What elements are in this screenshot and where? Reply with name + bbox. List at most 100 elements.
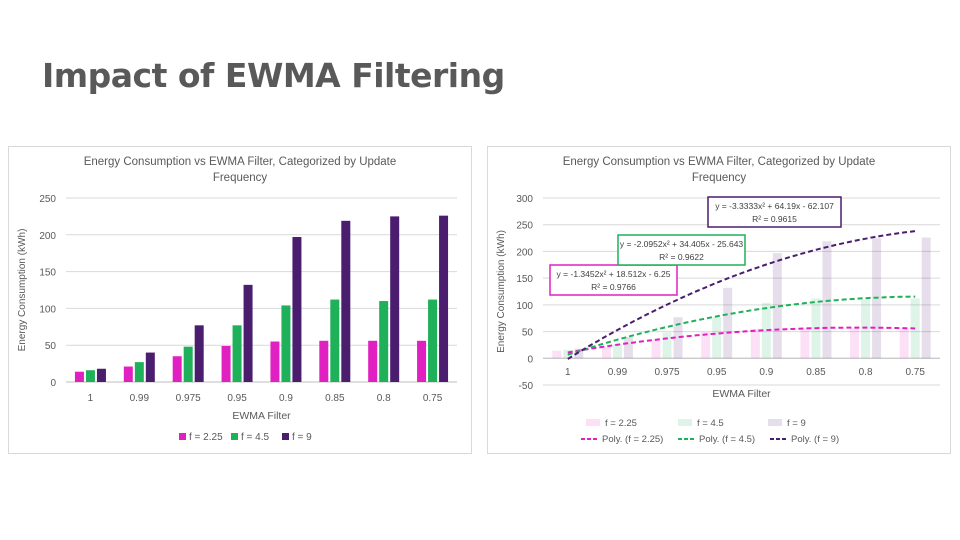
bar-f-2-25 — [368, 340, 378, 382]
x-axis-title: EWMA Filter — [712, 388, 771, 400]
y-tick-label: 0 — [50, 378, 56, 389]
trendline-r2: R² = 0.9615 — [752, 214, 797, 224]
legend-label: Poly. (f = 4.5) — [699, 434, 755, 445]
chart-title: Energy Consumption vs EWMA Filter, Categ… — [563, 156, 876, 168]
y-tick-label: 50 — [45, 341, 57, 352]
bar-f-9 — [921, 237, 931, 359]
y-tick-label: 100 — [39, 304, 56, 315]
y-axis-title: Energy Consumption (kWh) — [17, 229, 28, 352]
legend-swatch — [586, 419, 600, 426]
legend-swatch — [231, 433, 238, 440]
bar-chart-panel: Energy Consumption vs EWMA Filter, Categ… — [8, 146, 472, 454]
x-tick-label: 0.8 — [377, 393, 391, 404]
equation-box — [549, 264, 678, 296]
bar-f-9 — [723, 287, 733, 359]
bar-f-9 — [194, 325, 204, 382]
bar-f-2-25 — [221, 345, 231, 382]
bar-f-9 — [341, 220, 351, 382]
x-tick-label: 0.95 — [707, 367, 727, 378]
y-tick-label: 250 — [39, 194, 56, 205]
legend-label: f = 2.25 — [605, 418, 637, 429]
bar-f-2-25 — [800, 328, 810, 359]
chart-title: Energy Consumption vs EWMA Filter, Categ… — [84, 156, 397, 168]
y-tick-label: 200 — [516, 247, 533, 258]
bar-f-4-5 — [183, 346, 193, 382]
bar-f-2-25 — [123, 366, 133, 382]
y-tick-label: 50 — [522, 328, 534, 339]
bar-f-2-25 — [850, 328, 860, 359]
bar-f-2-25 — [270, 341, 280, 382]
x-tick-label: 0.9 — [759, 367, 773, 378]
bar-f-4-5 — [861, 299, 871, 359]
bar-f-2-25 — [319, 340, 329, 382]
legend-label: f = 4.5 — [697, 418, 724, 429]
y-tick-label: 150 — [516, 274, 533, 285]
trendline-r2: R² = 0.9766 — [591, 282, 636, 292]
trendline-chart: Energy Consumption vs EWMA Filter, Categ… — [496, 156, 940, 445]
x-tick-label: 0.85 — [806, 367, 826, 378]
legend-label: f = 9 — [787, 418, 806, 429]
y-tick-label: 150 — [39, 268, 56, 279]
x-tick-label: 0.75 — [905, 367, 925, 378]
bar-f-2-25 — [417, 340, 427, 382]
x-tick-label: 1 — [565, 367, 571, 378]
bar-f-9 — [145, 352, 155, 382]
x-tick-label: 1 — [88, 393, 94, 404]
trendline-1 — [567, 326, 916, 354]
bar-f-9 — [243, 284, 253, 382]
bar-f-2-25 — [552, 350, 562, 359]
bar-f-4-5 — [330, 299, 340, 382]
legend-swatch — [179, 433, 186, 440]
bar-f-2-25 — [601, 347, 611, 359]
bar-f-9 — [772, 253, 782, 359]
x-tick-label: 0.85 — [325, 393, 345, 404]
legend-swatch — [282, 433, 289, 440]
bar-f-2-25 — [750, 328, 760, 359]
bar-f-9 — [96, 368, 106, 382]
slide-title: Impact of EWMA Filtering — [42, 56, 505, 95]
bar-f-4-5 — [232, 325, 242, 382]
bar-f-2-25 — [701, 332, 711, 359]
y-tick-label: 200 — [39, 231, 56, 242]
y-axis-title: Energy Consumption (kWh) — [496, 230, 507, 353]
bar-f-4-5 — [612, 343, 622, 359]
x-tick-label: 0.95 — [227, 393, 247, 404]
bar-chart: Energy Consumption vs EWMA Filter, Categ… — [17, 156, 457, 443]
bar-f-2-25 — [899, 328, 909, 359]
x-axis-title: EWMA Filter — [232, 410, 291, 422]
trendline-equation: y = -3.3333x² + 64.19x - 62.107 — [715, 201, 834, 211]
y-tick-label: 250 — [516, 221, 533, 232]
trendline-equation: y = -1.3452x² + 18.512x - 6.25 — [557, 269, 671, 279]
bar-f-4-5 — [428, 299, 438, 382]
bar-f-4-5 — [379, 301, 389, 382]
legend-label: f = 9 — [292, 432, 312, 443]
x-tick-label: 0.99 — [608, 367, 628, 378]
equation-box — [617, 234, 746, 266]
x-tick-label: 0.9 — [279, 393, 293, 404]
legend-label: Poly. (f = 2.25) — [602, 434, 663, 445]
trendline-r2: R² = 0.9622 — [659, 252, 704, 262]
equation-box — [707, 196, 842, 228]
bar-f-4-5 — [134, 362, 144, 382]
bar-f-2-25 — [651, 339, 661, 359]
x-tick-label: 0.975 — [655, 367, 680, 378]
x-tick-label: 0.975 — [176, 393, 201, 404]
bar-f-9 — [292, 237, 302, 382]
bar-f-9 — [822, 241, 832, 359]
trendline-chart-panel: Energy Consumption vs EWMA Filter, Categ… — [487, 146, 951, 454]
y-tick-label: 300 — [516, 194, 533, 205]
bar-f-4-5 — [662, 332, 672, 359]
bar-f-9 — [673, 317, 683, 359]
y-tick-label: -50 — [519, 381, 534, 392]
bar-f-9 — [439, 215, 449, 382]
bar-f-9 — [623, 336, 633, 359]
bar-f-4-5 — [761, 302, 771, 359]
legend-label: Poly. (f = 9) — [791, 434, 839, 445]
bar-f-4-5 — [712, 317, 722, 359]
y-tick-label: 0 — [527, 354, 533, 365]
chart-title: Frequency — [692, 172, 747, 184]
y-tick-label: 100 — [516, 301, 533, 312]
trendline-2 — [567, 295, 916, 356]
bar-f-9 — [390, 216, 400, 382]
bar-f-2-25 — [172, 356, 182, 382]
